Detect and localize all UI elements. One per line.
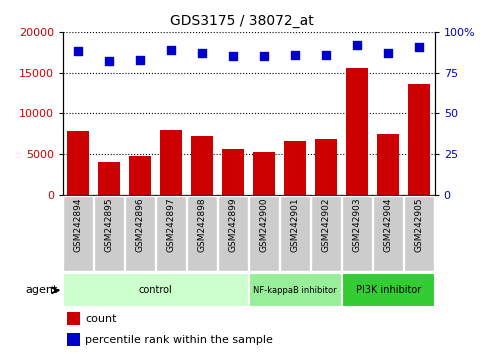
Bar: [160, 130, 182, 195]
Text: GSM242897: GSM242897: [167, 197, 176, 252]
Bar: [346, 69, 368, 195]
Text: GSM242898: GSM242898: [198, 197, 207, 252]
FancyBboxPatch shape: [280, 196, 310, 271]
Text: control: control: [139, 285, 172, 295]
FancyBboxPatch shape: [218, 196, 248, 271]
FancyBboxPatch shape: [249, 273, 342, 307]
Point: [136, 57, 144, 62]
FancyBboxPatch shape: [187, 196, 217, 271]
Text: GSM242902: GSM242902: [322, 197, 331, 252]
Point: [260, 53, 268, 59]
Bar: [222, 149, 244, 195]
FancyBboxPatch shape: [342, 273, 435, 307]
FancyBboxPatch shape: [342, 196, 372, 271]
Text: GDS3175 / 38072_at: GDS3175 / 38072_at: [170, 14, 313, 28]
Bar: [99, 162, 120, 195]
Text: GSM242903: GSM242903: [353, 197, 362, 252]
Bar: [408, 84, 430, 195]
Point: [168, 47, 175, 53]
Text: GSM242900: GSM242900: [260, 197, 269, 252]
Bar: [68, 131, 89, 195]
Text: GSM242899: GSM242899: [229, 197, 238, 252]
FancyBboxPatch shape: [312, 196, 341, 271]
Bar: [315, 139, 337, 195]
FancyBboxPatch shape: [63, 196, 93, 271]
Bar: [377, 135, 399, 195]
Point: [291, 52, 299, 57]
Text: agent: agent: [26, 285, 58, 295]
Text: percentile rank within the sample: percentile rank within the sample: [85, 335, 273, 345]
Point: [105, 58, 113, 64]
FancyBboxPatch shape: [126, 196, 155, 271]
Bar: [191, 136, 213, 195]
Point: [199, 50, 206, 56]
Bar: [254, 152, 275, 195]
FancyBboxPatch shape: [156, 196, 186, 271]
Text: GSM242905: GSM242905: [415, 197, 424, 252]
FancyBboxPatch shape: [404, 196, 434, 271]
Point: [384, 50, 392, 56]
FancyBboxPatch shape: [373, 196, 403, 271]
Text: NF-kappaB inhibitor: NF-kappaB inhibitor: [254, 286, 337, 295]
Point: [322, 52, 330, 57]
FancyBboxPatch shape: [94, 196, 124, 271]
Bar: [129, 156, 151, 195]
Point: [415, 44, 423, 49]
Text: count: count: [85, 314, 116, 324]
FancyBboxPatch shape: [249, 196, 279, 271]
Text: GSM242904: GSM242904: [384, 197, 393, 252]
Text: GSM242901: GSM242901: [291, 197, 300, 252]
Point: [354, 42, 361, 48]
Bar: [67, 333, 80, 346]
Point: [229, 53, 237, 59]
Point: [74, 48, 82, 54]
Bar: [284, 141, 306, 195]
Text: GSM242896: GSM242896: [136, 197, 145, 252]
FancyBboxPatch shape: [63, 273, 249, 307]
Text: GSM242894: GSM242894: [74, 197, 83, 252]
Text: PI3K inhibitor: PI3K inhibitor: [355, 285, 421, 295]
Text: GSM242895: GSM242895: [105, 197, 114, 252]
Bar: [67, 312, 80, 325]
